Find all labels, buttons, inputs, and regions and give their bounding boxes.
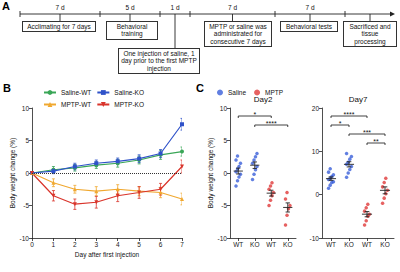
html-text:One injection of saline, 1 day: One injection of saline, 1 day prior to … [121,50,197,72]
html-text:7 d: 7 d [305,4,315,11]
html-text:5 d: 5 d [125,4,135,11]
svg-text:WT: WT [266,241,276,248]
html-text:1 d: 1 d [170,4,180,11]
svg-text:5: 5 [25,137,29,144]
svg-text:2: 2 [73,241,77,248]
svg-text:4: 4 [116,241,120,248]
svg-text:C: C [196,82,204,94]
svg-text:6: 6 [159,241,163,248]
html-text:MPTP or saline was administrat: MPTP or saline was administrated for con… [209,23,267,45]
svg-text:MPTP: MPTP [265,89,284,96]
html-text:A: A [2,0,10,12]
svg-text:Saline: Saline [228,89,246,96]
html-text:Behavioral training: Behavioral training [116,23,148,38]
svg-text:****: **** [344,111,355,118]
svg-text:0: 0 [25,170,29,177]
html-text:Acclimating for 7 days: Acclimating for 7 days [27,23,91,30]
svg-text:10: 10 [220,105,228,112]
svg-text:*: * [253,111,256,118]
svg-text:10: 10 [22,105,30,112]
svg-text:Body weight change (%): Body weight change (%) [207,138,215,208]
svg-text:3: 3 [94,241,98,248]
svg-text:5: 5 [223,137,227,144]
html-text:7 d: 7 d [228,4,237,11]
svg-text:MPTP-WT: MPTP-WT [61,101,91,108]
svg-text:-10: -10 [218,235,228,242]
svg-text:0: 0 [223,170,227,177]
svg-text:WT: WT [362,241,372,248]
svg-text:20: 20 [312,105,320,112]
svg-text:10: 10 [312,148,320,155]
svg-text:7: 7 [180,241,184,248]
svg-text:***: *** [363,129,371,136]
svg-text:-10: -10 [310,235,320,242]
svg-text:KO: KO [250,241,259,248]
svg-text:MPTP-KO: MPTP-KO [114,101,144,108]
svg-text:Body weight change (%): Body weight change (%) [9,138,17,208]
svg-text:B: B [3,82,11,94]
html-text:Sacrificed and tissue processi: Sacrificed and tissue processing [349,23,391,45]
svg-text:1: 1 [52,241,56,248]
svg-text:Day2: Day2 [254,95,273,104]
html-text:Behavioral tests: Behavioral tests [285,23,333,30]
svg-text:WT: WT [326,241,336,248]
svg-text:0: 0 [30,241,34,248]
svg-text:KO: KO [344,241,353,248]
svg-text:****: **** [266,120,277,127]
html-text:7 d: 7 d [55,4,65,11]
svg-text:**: ** [373,138,379,145]
svg-text:-10: -10 [20,235,30,242]
svg-text:-5: -5 [221,202,227,209]
svg-text:Saline-KO: Saline-KO [114,89,144,96]
svg-text:KO: KO [283,241,292,248]
svg-text:Day after first injection: Day after first injection [75,251,140,259]
svg-text:-5: -5 [23,202,29,209]
svg-text:KO: KO [380,241,389,248]
svg-text:5: 5 [137,241,141,248]
svg-text:0: 0 [315,191,319,198]
svg-text:WT: WT [233,241,243,248]
svg-text:Day7: Day7 [349,95,368,104]
svg-text:Saline-WT: Saline-WT [61,89,91,96]
svg-text:*: * [339,120,342,127]
